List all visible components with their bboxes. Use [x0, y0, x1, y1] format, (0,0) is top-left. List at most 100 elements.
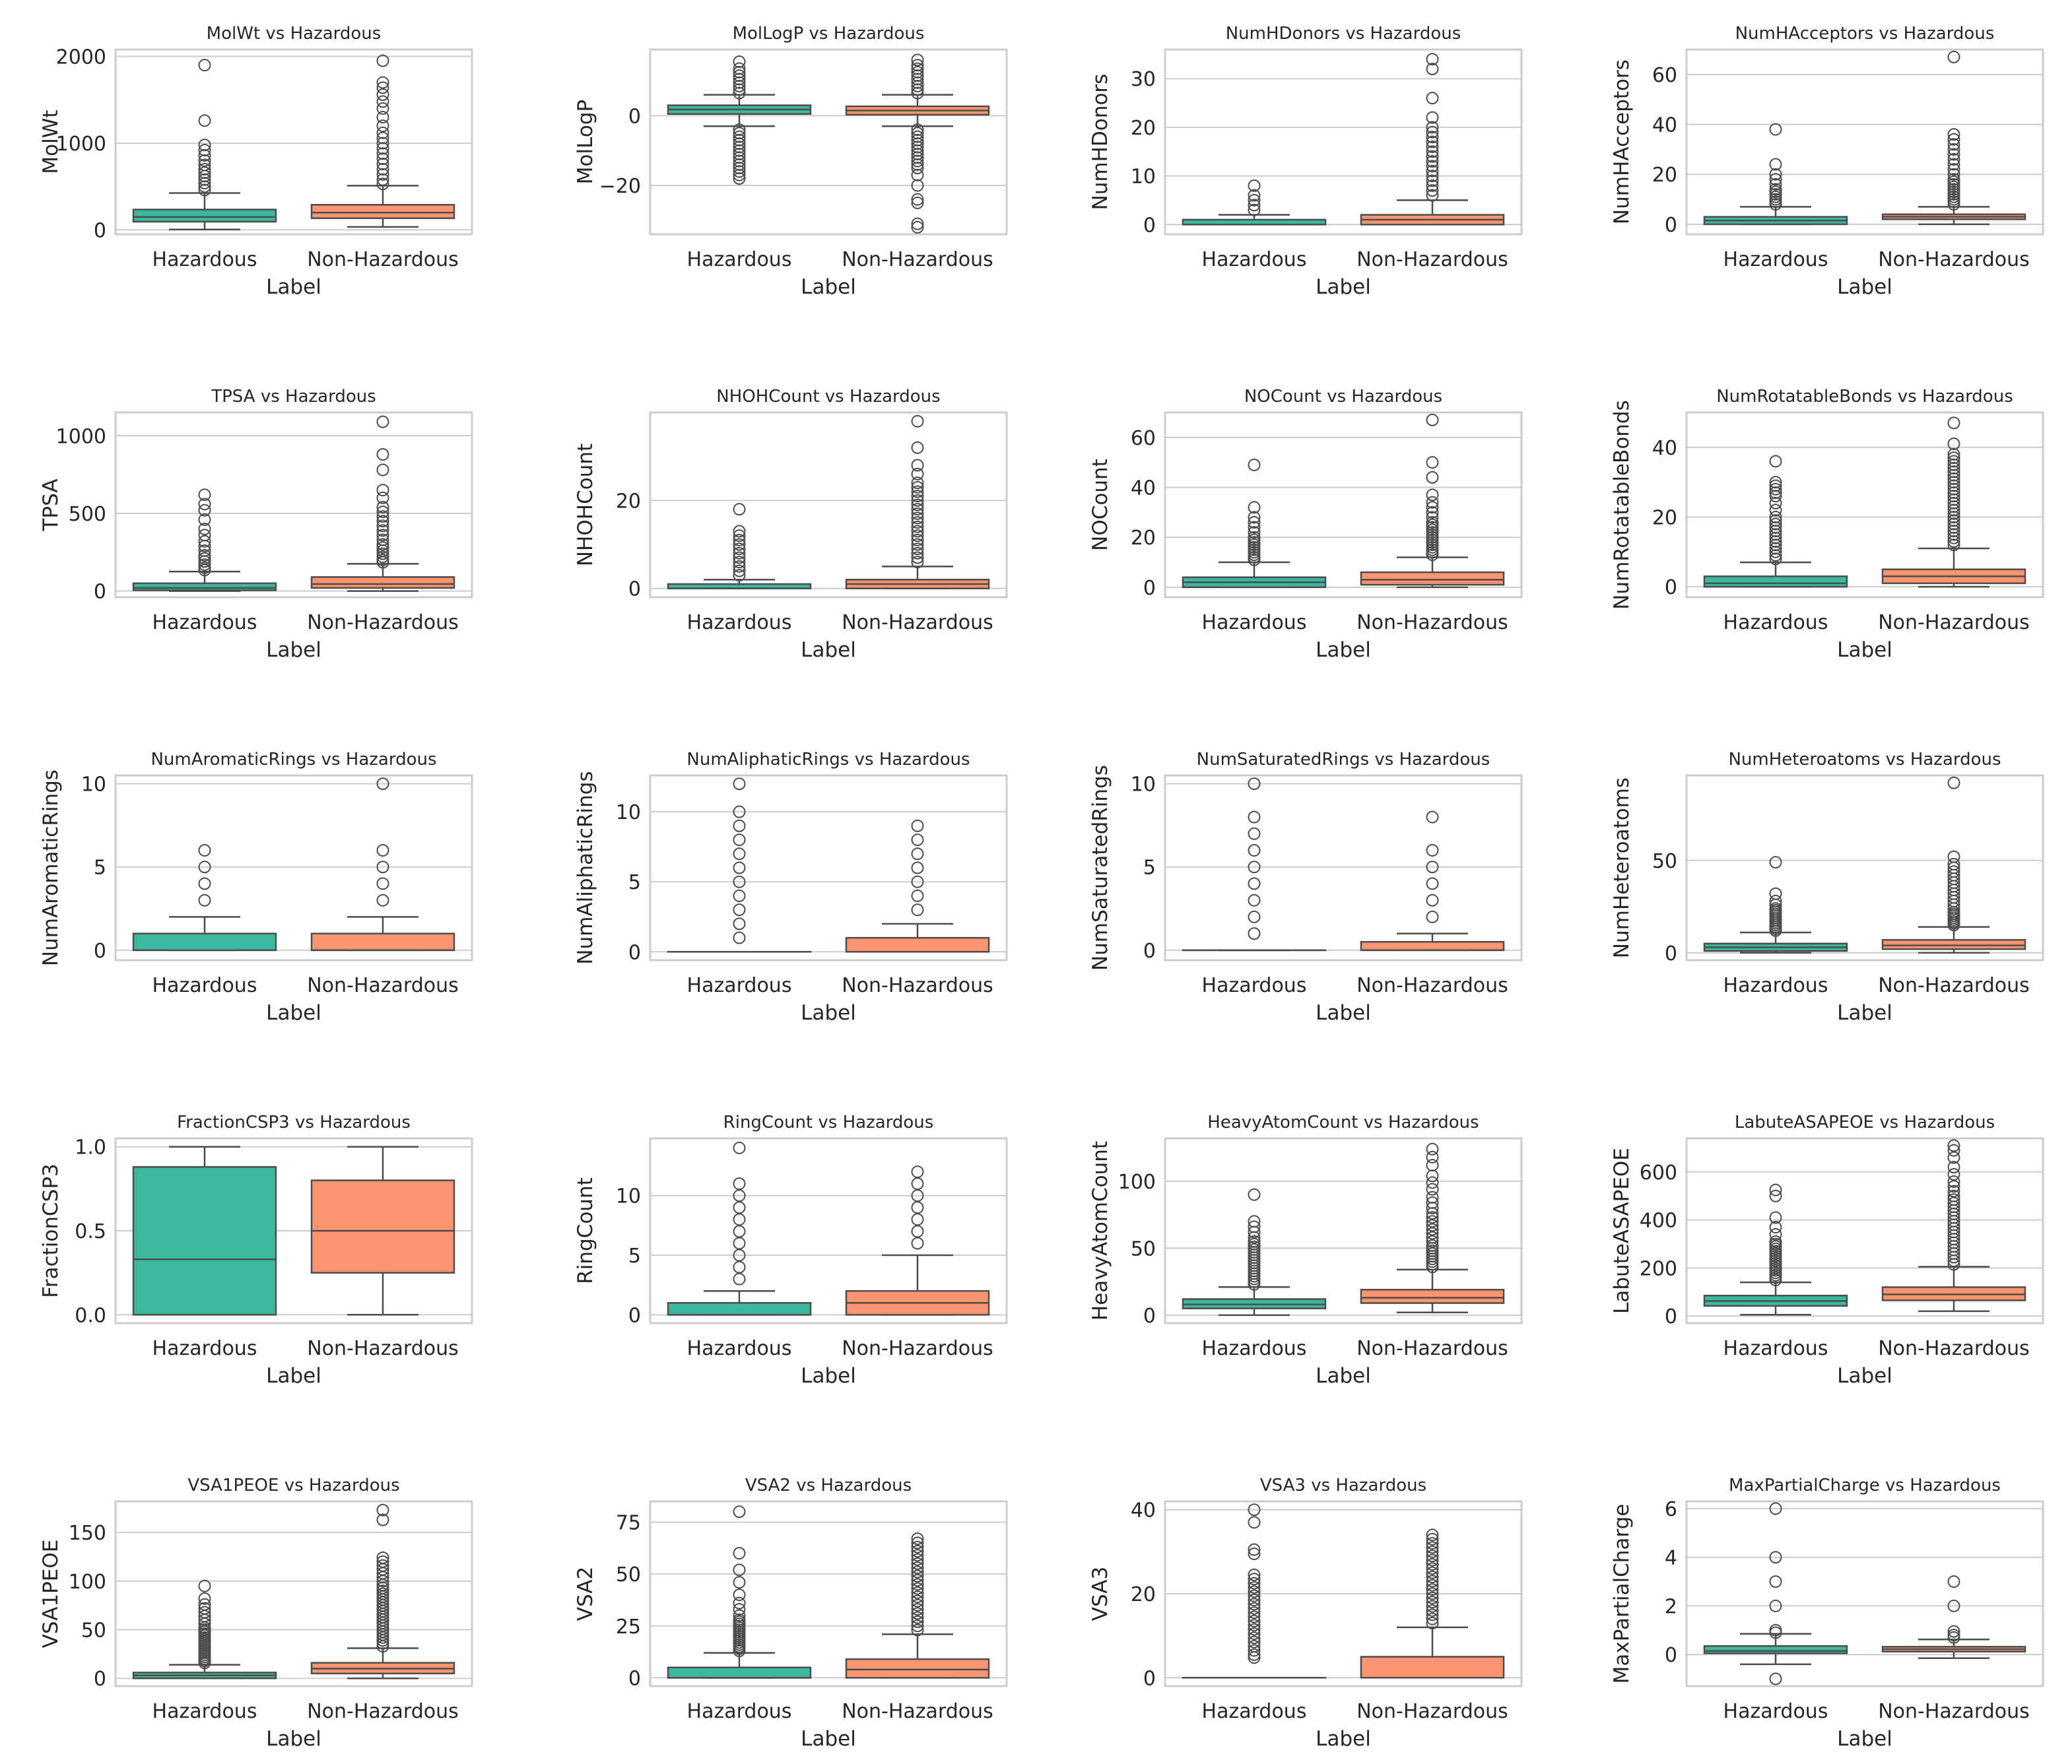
outlier-point	[911, 511, 924, 525]
y-tick-label: 40	[1131, 477, 1156, 500]
x-axis-label: Label	[266, 275, 321, 299]
plot-title: VSA1PEOE vs Hazardous	[187, 1476, 399, 1495]
outlier-point	[911, 516, 924, 529]
axes-frame	[649, 411, 1008, 599]
iqr-box	[1360, 571, 1505, 586]
outlier-point	[1426, 53, 1439, 66]
outlier-point	[1947, 496, 1960, 509]
outlier-point	[1769, 482, 1782, 496]
outlier-point	[1426, 170, 1439, 183]
outlier-point	[1947, 1625, 1960, 1638]
outlier-point	[198, 59, 211, 72]
y-tick-label: 0	[94, 940, 106, 963]
outlier-point	[1769, 1211, 1782, 1224]
y-tick-label: 0	[94, 1668, 106, 1691]
outlier-point	[1248, 1577, 1261, 1590]
x-tick-label: Hazardous	[1202, 974, 1307, 997]
outlier-point	[733, 525, 746, 538]
subplot-5: TPSA vs Hazardous 0 500 1000 TPSA Label Hazard…	[39, 387, 473, 662]
outlier-point	[1769, 894, 1782, 907]
outlier-point	[376, 111, 389, 124]
outlier-point	[1947, 776, 1960, 789]
outlier-point	[376, 861, 389, 874]
outlier-point	[1248, 1640, 1261, 1653]
box-hazardous	[667, 55, 812, 185]
box-non-hazardous	[1881, 776, 2026, 954]
y-tick-label: 30	[1131, 68, 1156, 91]
box-hazardous	[1182, 777, 1327, 952]
iqr-box	[132, 1166, 277, 1316]
outlier-point	[1947, 510, 1960, 523]
outlier-point	[733, 564, 746, 577]
outlier-point	[1248, 1623, 1261, 1636]
outlier-point	[911, 819, 924, 832]
outlier-point	[376, 1503, 389, 1517]
y-tick-label: 6	[1665, 1498, 1677, 1521]
y-tick-label: 1000	[56, 425, 106, 448]
outlier-point	[733, 805, 746, 818]
outlier-point	[1769, 542, 1782, 555]
plot-title: VSA2 vs Hazardous	[745, 1476, 912, 1495]
outlier-point	[1248, 1648, 1261, 1661]
y-tick-label: 60	[1652, 64, 1677, 87]
y-tick-label: 150	[69, 1522, 106, 1545]
outlier-point	[733, 144, 746, 157]
outlier-point	[1769, 173, 1782, 186]
outlier-point	[733, 1177, 746, 1191]
outlier-point	[376, 88, 389, 101]
y-tick-label: 0	[1665, 214, 1677, 237]
outlier-point	[1426, 1550, 1439, 1563]
outlier-point	[1947, 1161, 1960, 1174]
outlier-point	[733, 62, 746, 75]
x-axis-label: Label	[1837, 1727, 1892, 1751]
y-tick-label: 200	[1640, 1257, 1677, 1280]
x-tick-label: Non-Hazardous	[1878, 248, 2030, 271]
outlier-point	[1947, 479, 1960, 492]
outlier-point	[911, 1177, 924, 1191]
outlier-point	[733, 556, 746, 569]
plot-title: MolLogP vs Hazardous	[733, 24, 925, 44]
outlier-point	[1426, 496, 1439, 509]
outlier-point	[198, 139, 211, 152]
outlier-point	[1426, 506, 1439, 519]
box-non-hazardous	[310, 1503, 455, 1680]
outlier-point	[1947, 1144, 1960, 1157]
y-tick-label: 50	[616, 1563, 641, 1586]
y-tick-label: 75	[616, 1511, 641, 1534]
subplot-10: NumAliphaticRings vs Hazardous 0 5 10 NumAli…	[574, 750, 1008, 1025]
box-hazardous	[1182, 179, 1327, 226]
axes-frame	[114, 48, 473, 236]
plot-title: FractionCSP3 vs Hazardous	[177, 1113, 411, 1132]
outlier-point	[376, 519, 389, 533]
outlier-point	[733, 819, 746, 832]
outlier-point	[376, 76, 389, 89]
y-axis-label: NumHAcceptors	[1610, 59, 1634, 224]
outlier-point	[733, 1260, 746, 1274]
box-hazardous	[667, 503, 812, 589]
axes-frame	[649, 48, 1008, 236]
x-tick-label: Hazardous	[1202, 248, 1307, 271]
outlier-point	[733, 86, 746, 100]
outlier-point	[1426, 1191, 1439, 1204]
y-axis-label: TPSA	[39, 478, 63, 531]
iqr-box	[667, 1302, 812, 1316]
outlier-point	[1947, 143, 1960, 156]
y-tick-label: 5	[94, 857, 106, 880]
outlier-point	[911, 1189, 924, 1202]
y-axis-label: NHOHCount	[574, 443, 597, 566]
outlier-point	[376, 515, 389, 528]
outlier-point	[1426, 1183, 1439, 1196]
iqr-box	[310, 204, 455, 219]
y-tick-label: 2	[1665, 1595, 1677, 1618]
x-axis-label: Label	[1837, 1001, 1892, 1025]
outlier-point	[1248, 515, 1261, 529]
outlier-point	[733, 1249, 746, 1262]
box-hazardous	[1703, 1502, 1848, 1685]
subplot-2: MolLogP vs Hazardous −20 0 MolLogP Label Haza…	[574, 24, 1008, 299]
outlier-point	[1426, 1587, 1439, 1600]
outlier-point	[1947, 168, 1960, 181]
outlier-point	[1769, 178, 1782, 191]
outlier-point	[1426, 1604, 1439, 1617]
outlier-point	[911, 441, 924, 454]
outlier-point	[911, 76, 924, 89]
